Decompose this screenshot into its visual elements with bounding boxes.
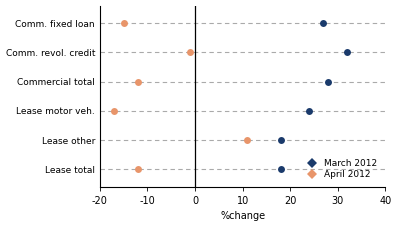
X-axis label: %change: %change bbox=[220, 211, 265, 222]
Legend: March 2012, April 2012: March 2012, April 2012 bbox=[300, 155, 381, 182]
